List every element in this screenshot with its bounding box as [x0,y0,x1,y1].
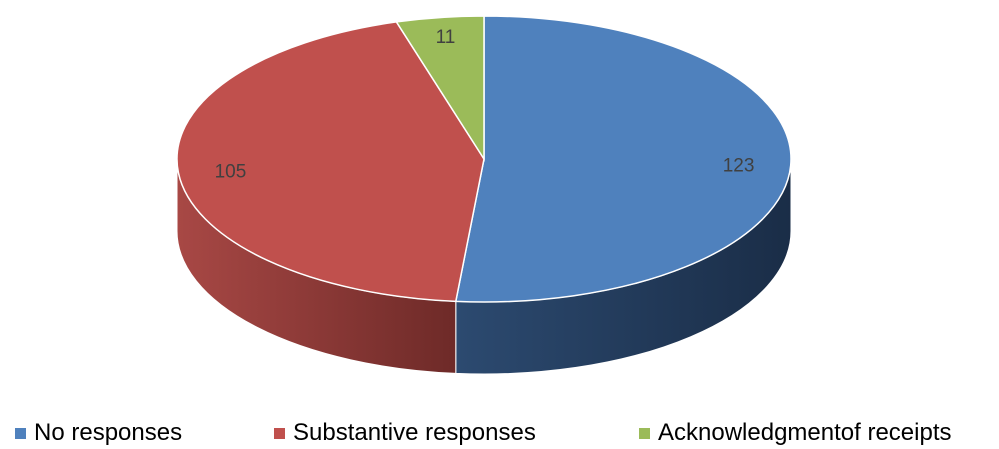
legend-label-substantive-responses: Substantive responses [293,419,536,446]
pie-slice-acknowledgmentof-receipts [395,15,485,162]
legend-swatch-no-responses [15,427,26,439]
legend-label-acknowledgment-of-receipts: Acknowledgmentof receipts [658,419,952,446]
pie-slice-no-responses [454,15,792,303]
pie-slices [176,15,792,303]
data-label-no-responses: 123 [723,155,755,176]
legend-item-acknowledgment-of-receipts: Acknowledgmentof receipts [639,418,951,448]
legend-item-substantive-responses: Substantive responses [274,418,536,448]
legend-item-no-responses: No responses [15,418,182,448]
legend-label-no-responses: No responses [34,419,183,446]
pie-slice-substantive-responses [176,21,485,303]
legend: No responses Substantive responses Ackno… [0,418,999,448]
legend-swatch-substantive-responses [274,427,285,439]
data-label-acknowledgmentof-receipts: 11 [436,27,456,48]
pie-data-labels: 123 105 11 [215,27,755,183]
data-label-substantive-responses: 105 [215,162,247,183]
legend-swatch-acknowledgment-of-receipts [639,427,650,439]
